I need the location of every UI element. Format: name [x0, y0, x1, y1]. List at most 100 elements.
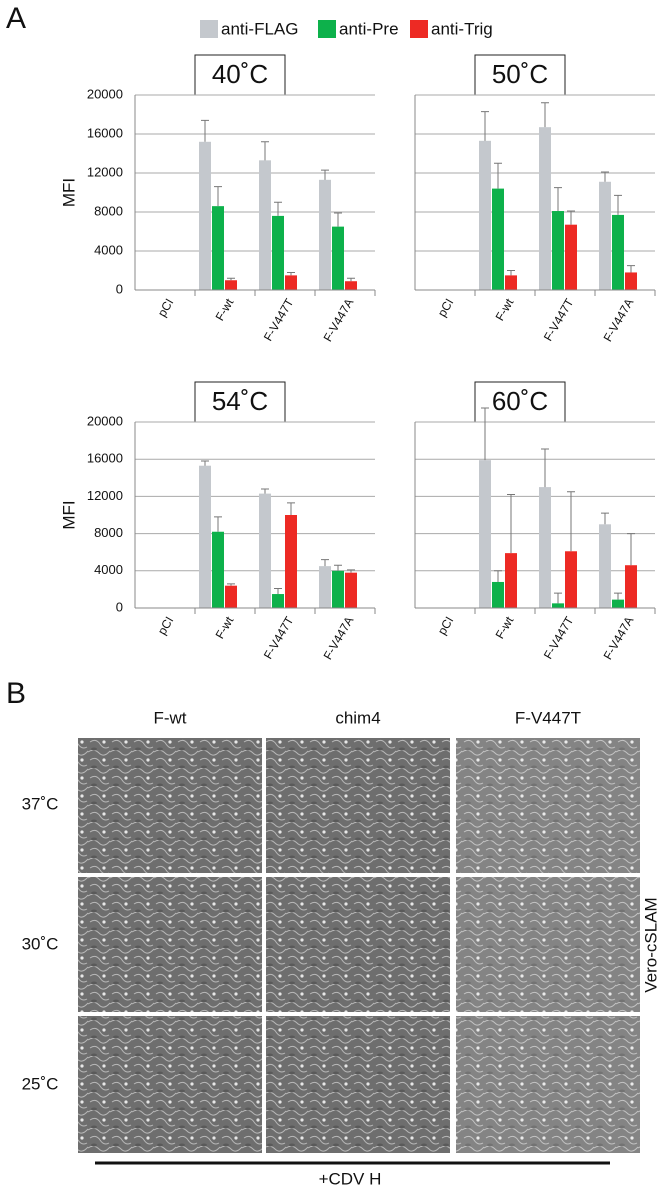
- x-tick-label: F-V447A: [601, 614, 637, 662]
- bar: [612, 214, 624, 290]
- error-bar: [201, 119, 209, 142]
- micrograph: [456, 877, 640, 1012]
- x-tick-label: F-wt: [493, 296, 517, 324]
- bar: [479, 140, 491, 290]
- y-tick-label: 12000: [87, 164, 123, 179]
- y-tick-label: 4000: [94, 242, 123, 257]
- cell-line-label: Vero-cSLAM: [641, 897, 660, 992]
- row-label: 25˚C: [22, 1074, 59, 1093]
- bar: [212, 206, 224, 290]
- bar: [345, 572, 357, 608]
- bar: [319, 566, 331, 608]
- error-bar: [601, 512, 609, 525]
- error-bar: [554, 592, 562, 604]
- title-box: [474, 54, 566, 96]
- chart-title: 40˚C: [212, 59, 268, 89]
- bar: [345, 281, 357, 290]
- error-bar: [567, 210, 575, 225]
- micrograph: [266, 877, 450, 1012]
- column-label: chim4: [335, 708, 380, 727]
- y-tick-label: 0: [116, 281, 123, 296]
- y-axis-label: MFI: [59, 178, 78, 207]
- title-box: [194, 381, 286, 423]
- bar: [552, 211, 564, 290]
- y-tick-label: 20000: [87, 413, 123, 428]
- panel-label: B: [6, 677, 26, 710]
- y-tick-label: 4000: [94, 562, 123, 577]
- x-tick-label: pCI: [155, 614, 176, 637]
- bar: [332, 570, 344, 608]
- error-bar: [481, 407, 489, 461]
- bar: [199, 465, 211, 608]
- error-bar: [507, 270, 515, 276]
- bar: [552, 603, 564, 608]
- error-bar: [507, 494, 515, 554]
- x-tick-label: F-V447T: [541, 614, 577, 662]
- x-tick-label: F-V447T: [541, 296, 577, 344]
- error-bar: [554, 187, 562, 212]
- error-bar: [261, 488, 269, 494]
- error-bar: [274, 587, 282, 595]
- error-bar: [201, 460, 209, 466]
- legend-label: anti-FLAG: [221, 19, 298, 38]
- bar: [565, 551, 577, 608]
- bar: [319, 179, 331, 290]
- error-bar: [614, 592, 622, 600]
- bar: [479, 460, 491, 608]
- error-bar: [227, 583, 235, 586]
- bar: [285, 275, 297, 290]
- error-bar: [334, 564, 342, 571]
- error-bar: [494, 570, 502, 582]
- error-bar: [347, 569, 355, 573]
- bar: [539, 127, 551, 290]
- bar: [332, 226, 344, 290]
- treatment-label: +CDV H: [319, 1169, 382, 1188]
- x-tick-label: F-V447T: [261, 296, 297, 344]
- bar: [259, 160, 271, 290]
- error-bar: [481, 111, 489, 141]
- micrograph: [266, 1016, 450, 1153]
- y-tick-label: 8000: [94, 525, 123, 540]
- error-bar: [601, 171, 609, 182]
- error-bar: [541, 448, 549, 488]
- bar: [505, 275, 517, 290]
- x-tick-label: F-V447A: [321, 296, 357, 344]
- title-box: [474, 381, 566, 423]
- bar: [612, 599, 624, 608]
- bar: [285, 515, 297, 608]
- y-tick-label: 16000: [87, 125, 123, 140]
- bar: [272, 215, 284, 290]
- micrograph: [456, 738, 640, 873]
- x-tick-label: F-wt: [213, 296, 237, 324]
- bar: [505, 553, 517, 608]
- error-bar: [614, 194, 622, 215]
- legend-label: anti-Trig: [431, 19, 493, 38]
- legend-label: anti-Pre: [339, 19, 399, 38]
- error-bar: [274, 201, 282, 216]
- micrograph: [78, 738, 262, 873]
- bar: [199, 141, 211, 290]
- error-bar: [214, 186, 222, 207]
- column-label: F-wt: [153, 708, 186, 727]
- bar: [539, 487, 551, 608]
- bar: [625, 565, 637, 608]
- error-bar: [287, 502, 295, 515]
- error-bar: [627, 265, 635, 273]
- y-tick-label: 20000: [87, 86, 123, 101]
- x-tick-label: pCI: [435, 614, 456, 637]
- row-label: 37˚C: [22, 794, 59, 813]
- row-label: 30˚C: [22, 934, 59, 953]
- bar: [225, 280, 237, 290]
- y-axis-label: MFI: [59, 500, 78, 529]
- error-bar: [227, 277, 235, 281]
- micrograph: [456, 1016, 640, 1153]
- x-tick-label: F-V447A: [321, 614, 357, 662]
- legend-swatch: [410, 20, 428, 38]
- error-bar: [494, 162, 502, 189]
- error-bar: [347, 277, 355, 282]
- error-bar: [261, 141, 269, 161]
- micrograph: [78, 877, 262, 1012]
- legend-swatch: [318, 20, 336, 38]
- error-bar: [321, 559, 329, 567]
